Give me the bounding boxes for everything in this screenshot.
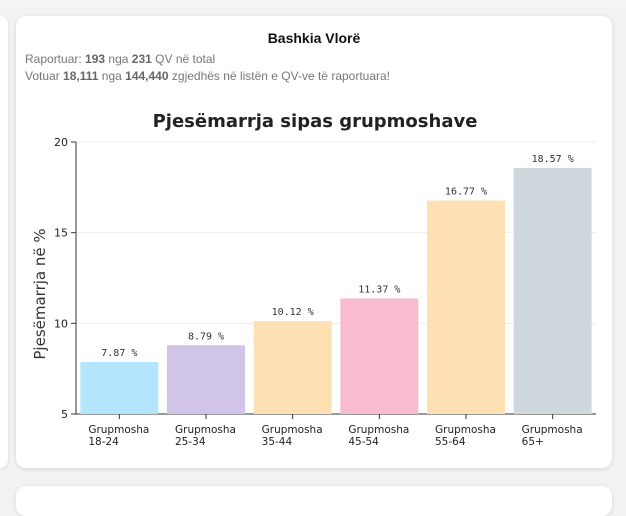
voted-count: 18,111 <box>63 69 99 83</box>
bar-data-label: 7.87 % <box>101 348 137 359</box>
reported-line: Raportuar: 193 nga 231 QV në total <box>25 52 215 66</box>
x-tick-label: 35-44 <box>262 436 293 448</box>
reported-of: nga <box>108 52 129 66</box>
x-tick-label: 65+ <box>522 436 544 448</box>
chart-title: Pjesëmarrja sipas grupmoshave <box>153 111 478 132</box>
reported-label: Raportuar: <box>25 52 82 66</box>
top-strip <box>0 0 626 8</box>
x-tick-label: Grupmosha <box>175 424 236 436</box>
voted-label: Votuar <box>25 69 60 83</box>
bar-3 <box>253 321 332 414</box>
bar-data-label: 10.12 % <box>272 307 314 318</box>
y-tick-label: 15 <box>54 227 68 240</box>
x-tick-label: Grupmosha <box>435 424 496 436</box>
y-tick-label: 5 <box>61 408 68 421</box>
bar-6 <box>513 167 592 414</box>
bar-data-label: 11.37 % <box>358 284 400 295</box>
bar-data-label: 8.79 % <box>188 331 224 342</box>
next-card <box>16 486 612 516</box>
y-tick-label: 20 <box>54 136 68 149</box>
x-tick-label: 45-54 <box>348 436 379 448</box>
x-tick-label: Grupmosha <box>262 424 323 436</box>
reported-count: 193 <box>85 52 106 66</box>
x-tick-label: 55-64 <box>435 436 466 448</box>
y-axis-title: Pjesëmarrja në % <box>31 228 49 359</box>
bar-data-label: 16.77 % <box>445 187 487 198</box>
voted-suffix: zgjedhës në listën e QV-ve të raportuara… <box>171 69 391 83</box>
x-tick-label: 25-34 <box>175 436 206 448</box>
region-card: Bashkia Vlorë Raportuar: 193 nga 231 QV … <box>16 16 612 468</box>
age-turnout-chart: Pjesëmarrja sipas grupmoshave Pjesëmarrj… <box>31 111 596 448</box>
voted-of: nga <box>101 69 122 83</box>
bar-1 <box>80 361 159 414</box>
bar-5 <box>427 200 505 414</box>
x-tick-label: Grupmosha <box>88 424 149 436</box>
bar-2 <box>167 345 245 414</box>
x-tick-label: Grupmosha <box>522 424 583 436</box>
reported-total: 231 <box>131 52 152 66</box>
x-tick-label: Grupmosha <box>348 424 409 436</box>
bar-4 <box>340 298 419 414</box>
x-tick-label: 18-24 <box>88 436 119 448</box>
voted-line: Votuar 18,111 nga 144,440 zgjedhës në li… <box>25 69 390 83</box>
bar-data-label: 18.57 % <box>532 154 574 165</box>
voted-total: 144,440 <box>125 69 169 83</box>
y-tick-label: 10 <box>54 317 68 330</box>
region-title: Bashkia Vlorë <box>267 30 361 46</box>
side-card <box>0 16 8 468</box>
reported-suffix: QV në total <box>155 52 216 66</box>
